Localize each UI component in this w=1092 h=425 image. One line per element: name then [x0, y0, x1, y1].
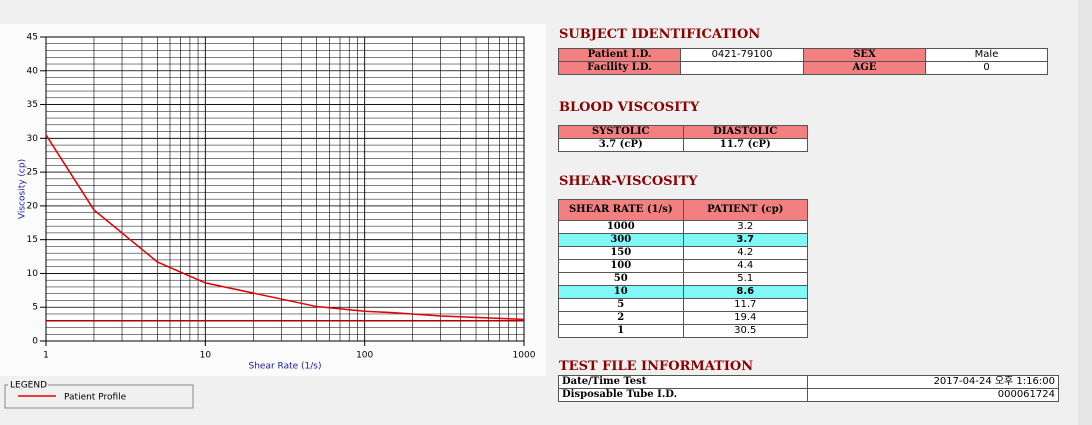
y-tick-label: 40 [27, 66, 39, 76]
y-axis-label: Viscosity (cp) [18, 159, 28, 219]
blood-table: SYSTOLIC DIASTOLIC 3.7 (cP) 11.7 (cP) [558, 125, 808, 152]
value: 0 [925, 61, 1048, 75]
x-tick-label: 1000 [513, 351, 536, 361]
label: Facility I.D. [558, 61, 681, 75]
series-line [45, 134, 525, 321]
value: 11.7 (cP) [682, 138, 808, 152]
header: PATIENT (cp) [682, 199, 808, 221]
subject-table: Patient I.D. 0421-79100 SEX Male Facility I… [558, 48, 1048, 75]
shear-rate: 50 [558, 272, 684, 286]
label: AGE [803, 61, 926, 75]
legend-title: LEGEND [10, 381, 47, 391]
legend-label: Patient Profile [64, 393, 127, 403]
test-file-table: Date/Time Test 2017-04-24 오후 1:16:00 Dispo… [558, 375, 1059, 402]
row: 50 5.1 [558, 272, 808, 286]
y-tick-label: 35 [27, 100, 38, 110]
viscosity: 4.2 [682, 246, 808, 260]
shear-rate: 100 [558, 259, 684, 273]
value [680, 61, 804, 75]
row: 300 3.7 [558, 233, 808, 247]
shear-table: SHEAR RATE (1/s) PATIENT (cp) 1000 3.2 300 3… [558, 199, 808, 338]
value: 0421-79100 [680, 48, 804, 62]
y-tick-label: 0 [32, 337, 38, 347]
chart: Shear Rate (1/s) Viscosity (cp) LEGEND 0… [0, 24, 546, 409]
row: 1 30.5 [558, 324, 808, 338]
row: 1000 3.2 [558, 220, 808, 234]
viscosity: 3.7 [682, 233, 808, 247]
plot-area [46, 37, 524, 341]
row: 100 4.4 [558, 259, 808, 273]
row: 5 11.7 [558, 298, 808, 312]
x-tick-label: 100 [356, 351, 373, 361]
value: Male [925, 48, 1048, 62]
section-title: SUBJECT IDENTIFICATION [559, 27, 761, 42]
row: Date/Time Test 2017-04-24 오후 1:16:00 [558, 375, 1059, 389]
viscosity: 11.7 [682, 298, 808, 312]
viscosity: 30.5 [682, 324, 808, 338]
scrollbar[interactable] [1078, 0, 1092, 425]
label: SEX [803, 48, 926, 62]
viscosity: 19.4 [682, 311, 808, 325]
section-title: TEST FILE INFORMATION [559, 359, 754, 374]
label: Patient I.D. [558, 48, 681, 62]
header: DIASTOLIC [682, 125, 808, 139]
viscosity: 5.1 [682, 272, 808, 286]
row: 2 19.4 [558, 311, 808, 325]
label: Disposable Tube I.D. [558, 388, 808, 402]
viscosity: 3.2 [682, 220, 808, 234]
section-title: SHEAR-VISCOSITY [559, 174, 698, 189]
viscosity: 4.4 [682, 259, 808, 273]
y-tick-label: 20 [27, 201, 39, 211]
label: Date/Time Test [558, 375, 808, 389]
header: SYSTOLIC [558, 125, 684, 139]
shear-rate: 2 [558, 311, 684, 325]
shear-rate: 1000 [558, 220, 684, 234]
value: 000061724 [807, 388, 1059, 402]
legend-box [4, 384, 194, 409]
shear-rate: 150 [558, 246, 684, 260]
shear-rate: 1 [558, 324, 684, 338]
header: SHEAR RATE (1/s) [558, 199, 684, 221]
x-tick-label: 1 [43, 351, 49, 361]
row: Disposable Tube I.D. 000061724 [558, 388, 1059, 402]
row: 10 8.6 [558, 285, 808, 299]
section-title: BLOOD VISCOSITY [559, 100, 700, 115]
y-tick-label: 15 [27, 235, 38, 245]
value: 2017-04-24 오후 1:16:00 [807, 375, 1059, 389]
row: 150 4.2 [558, 246, 808, 260]
shear-rate: 300 [558, 233, 684, 247]
y-tick-label: 10 [27, 269, 39, 279]
y-tick-label: 45 [27, 33, 38, 43]
y-tick-label: 30 [27, 134, 39, 144]
plot-border [45, 36, 525, 342]
shear-rate: 10 [558, 285, 684, 299]
x-axis-label: Shear Rate (1/s) [249, 362, 322, 372]
value: 3.7 (cP) [558, 138, 684, 152]
y-tick-label: 25 [27, 168, 38, 178]
viscosity: 8.6 [682, 285, 808, 299]
legend-title-bg [8, 380, 48, 390]
shear-rate: 5 [558, 298, 684, 312]
x-tick-label: 10 [200, 351, 212, 361]
y-tick-label: 5 [32, 303, 38, 313]
